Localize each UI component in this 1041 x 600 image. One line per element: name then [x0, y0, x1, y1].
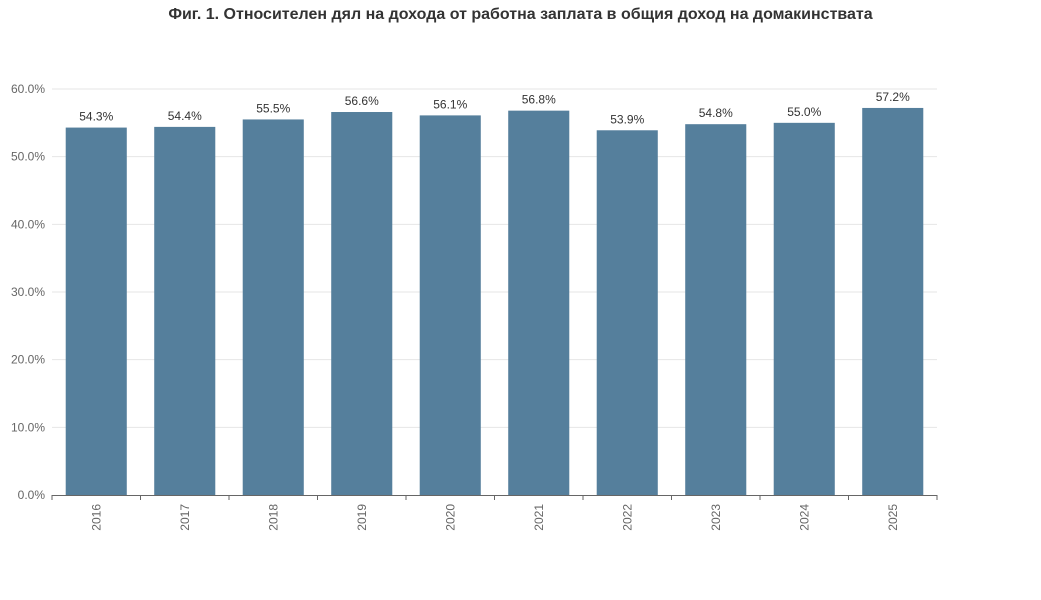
y-tick-label: 40.0% — [11, 217, 45, 231]
y-tick-label: 0.0% — [18, 488, 46, 502]
y-tick-label: 30.0% — [11, 285, 45, 299]
x-tick-label: 2022 — [620, 504, 634, 531]
data-label: 56.8% — [522, 93, 556, 107]
data-label: 55.5% — [256, 101, 290, 115]
y-tick-label: 10.0% — [11, 420, 45, 434]
bar-2019 — [331, 112, 393, 496]
chart-title: Фиг. 1. Относителен дял на дохода от раб… — [168, 6, 873, 23]
x-tick-label: 2020 — [443, 504, 457, 531]
bar-2020 — [419, 115, 481, 495]
data-label: 57.2% — [876, 90, 910, 104]
x-tick-label: 2018 — [266, 504, 280, 531]
y-tick-label: 20.0% — [11, 353, 45, 367]
x-tick-label: 2024 — [797, 504, 811, 531]
x-tick-label: 2021 — [532, 504, 546, 531]
x-tick-label: 2019 — [355, 504, 369, 531]
data-label: 54.4% — [168, 109, 202, 123]
bar-2018 — [242, 119, 304, 495]
data-label: 54.3% — [79, 110, 113, 124]
bar-2024 — [773, 122, 835, 495]
bar-2023 — [685, 124, 747, 495]
bar-2022 — [596, 130, 658, 495]
bar-2017 — [154, 126, 216, 495]
data-label: 55.0% — [787, 105, 821, 119]
data-label: 56.1% — [433, 97, 467, 111]
data-label: 56.6% — [345, 94, 379, 108]
data-label: 54.8% — [699, 106, 733, 120]
bar-2021 — [508, 110, 570, 496]
x-tick-label: 2025 — [886, 504, 900, 531]
x-tick-label: 2023 — [709, 504, 723, 531]
x-tick-label: 2016 — [89, 504, 103, 531]
y-tick-label: 50.0% — [11, 150, 45, 164]
y-tick-label: 60.0% — [11, 82, 45, 96]
data-label: 53.9% — [610, 112, 644, 126]
bar-2025 — [862, 107, 924, 496]
bar-2016 — [65, 127, 127, 495]
x-tick-label: 2017 — [178, 504, 192, 531]
